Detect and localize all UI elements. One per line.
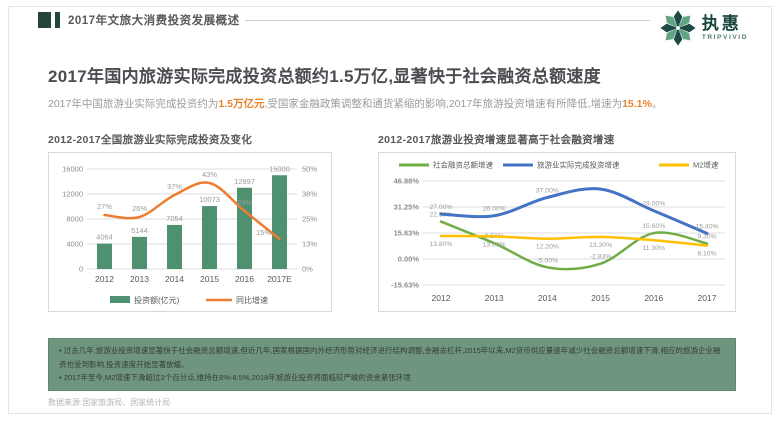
svg-text:0: 0	[79, 265, 83, 274]
svg-text:2017E: 2017E	[267, 274, 292, 284]
svg-text:15000: 15000	[269, 164, 290, 173]
investment-bar-chart-block: 2012-2017全国旅游业实际完成投资及变化 0 4000 8000 12000 16…	[48, 132, 332, 312]
svg-text:4000: 4000	[66, 240, 83, 249]
header-square-marker	[38, 12, 51, 28]
subtitle-text-2: ,受国家金融政策调整和通货紧缩的影响,2017年旅游投资增速有所降低,增速为	[264, 98, 623, 110]
svg-text:38%: 38%	[302, 190, 317, 199]
bar-chart-title: 2012-2017全国旅游业实际完成投资及变化	[48, 134, 253, 146]
subtitle-text-1: 2017年中国旅游业实际完成投资约为	[48, 98, 219, 110]
pinwheel-logo-icon	[660, 10, 696, 46]
svg-text:11.30%: 11.30%	[643, 245, 666, 252]
svg-text:旅游业实际完成投资增速: 旅游业实际完成投资增速	[537, 160, 620, 170]
line-chart-title: 2012-2017旅游业投资增速显著高于社会融资增速	[378, 134, 615, 146]
svg-text:2013: 2013	[130, 274, 149, 284]
svg-text:13.30%: 13.30%	[589, 242, 612, 249]
svg-text:26.00%: 26.00%	[483, 206, 506, 213]
subtitle-text-3: 。	[651, 98, 663, 110]
svg-text:12000: 12000	[62, 190, 83, 199]
logo-text-en: TRIPVIVID	[701, 34, 748, 41]
svg-text:0%: 0%	[302, 265, 313, 274]
header-bar-marker	[55, 12, 60, 28]
svg-text:15%: 15%	[256, 228, 271, 237]
svg-text:2012: 2012	[432, 293, 451, 303]
svg-text:4064: 4064	[96, 233, 113, 242]
summary-notes-box: • 过去几年,旅游业投资增速显著快于社会融资总额增速,但近几年,国家根据国内外经…	[48, 338, 736, 391]
svg-text:43%: 43%	[202, 170, 217, 179]
svg-text:0.00%: 0.00%	[398, 254, 420, 263]
slide-frame	[8, 6, 772, 414]
svg-text:27.00%: 27.00%	[429, 204, 452, 211]
subtitle-highlight-1: 1.5万亿元	[218, 98, 265, 110]
header-divider	[244, 19, 650, 21]
svg-text:29%: 29%	[237, 198, 252, 207]
svg-text:37.00%: 37.00%	[536, 187, 559, 194]
line-chart: 46.88% 31.25% 15.63% 0.00% -15.63% 2012 2013 20…	[378, 152, 736, 312]
svg-text:8000: 8000	[66, 215, 83, 224]
svg-text:同比增速: 同比增速	[236, 295, 268, 305]
svg-text:2014: 2014	[165, 274, 184, 284]
svg-text:15.40%: 15.40%	[695, 223, 718, 230]
svg-text:2016: 2016	[644, 293, 663, 303]
svg-text:2015: 2015	[200, 274, 219, 284]
logo-text-cn: 执惠	[701, 14, 742, 33]
svg-text:12.20%: 12.20%	[536, 244, 559, 251]
svg-text:-15.63%: -15.63%	[391, 281, 419, 290]
svg-text:15.63%: 15.63%	[394, 228, 420, 237]
section-title: 2017年文旅大消费投资发展概述	[68, 15, 240, 27]
svg-text:-5.00%: -5.00%	[537, 257, 559, 264]
svg-text:M2增速: M2增速	[693, 160, 719, 170]
svg-text:2015: 2015	[591, 293, 610, 303]
svg-text:29.00%: 29.00%	[642, 201, 665, 208]
svg-text:8.10%: 8.10%	[697, 251, 716, 258]
svg-text:7054: 7054	[166, 214, 183, 223]
note-bullet-1: • 过去几年,旅游业投资增速显著快于社会融资总额增速,但近几年,国家根据国内外经…	[59, 346, 721, 369]
svg-text:13%: 13%	[302, 240, 317, 249]
svg-text:46.88%: 46.88%	[394, 177, 420, 186]
svg-text:2012: 2012	[95, 274, 114, 284]
svg-text:27%: 27%	[97, 202, 112, 211]
svg-text:12997: 12997	[234, 177, 255, 186]
subtitle: 2017年中国旅游业实际完成投资约为1.5万亿元,受国家金融政策调整和通货紧缩的…	[48, 96, 662, 111]
growth-line-chart-block: 2012-2017旅游业投资增速显著高于社会融资增速 46.88% 31.25% 1…	[378, 132, 736, 312]
svg-text:10073: 10073	[199, 195, 220, 204]
svg-text:2017: 2017	[698, 293, 717, 303]
svg-text:13.80%: 13.80%	[429, 241, 452, 248]
svg-text:13.60%: 13.60%	[483, 241, 506, 248]
svg-text:2014: 2014	[538, 293, 557, 303]
svg-text:-2.83%: -2.83%	[590, 254, 612, 261]
svg-text:37%: 37%	[167, 182, 182, 191]
svg-text:25%: 25%	[302, 215, 317, 224]
svg-text:15.60%: 15.60%	[642, 223, 665, 230]
bar-chart: 0 4000 8000 12000 16000 0% 13% 25% 38% 50% 4064 514…	[48, 152, 332, 312]
svg-text:投资额(亿元): 投资额(亿元)	[134, 295, 180, 305]
svg-text:31.25%: 31.25%	[394, 203, 420, 212]
svg-text:16000: 16000	[62, 165, 83, 174]
slide-header: 2017年文旅大消费投资发展概述	[38, 11, 650, 29]
svg-text:2013: 2013	[485, 293, 504, 303]
svg-text:50%: 50%	[302, 165, 317, 174]
note-bullet-2: • 2017年至今,M2增速下滑超过3个百分点,维持在8%-8.5%,2018年…	[59, 373, 411, 382]
page-title: 2017年国内旅游实际完成投资总额约1.5万亿,显著快于社会融资总额速度	[48, 67, 601, 86]
subtitle-highlight-2: 15.1%	[622, 98, 652, 110]
svg-text:2016: 2016	[235, 274, 254, 284]
svg-text:9.30%: 9.30%	[697, 234, 716, 241]
data-source-note: 数据来源:国家旅游局、国家统计局	[48, 398, 171, 407]
svg-text:26%: 26%	[132, 204, 147, 213]
svg-text:5144: 5144	[131, 226, 148, 235]
svg-text:社会融资总额增速: 社会融资总额增速	[433, 160, 493, 170]
tripvivid-logo: 执惠 TRIPVIVID	[659, 8, 748, 48]
